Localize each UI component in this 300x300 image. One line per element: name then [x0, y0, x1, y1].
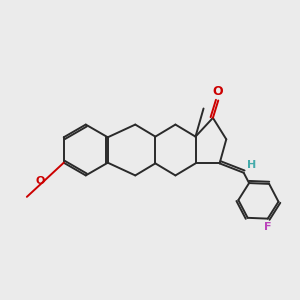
Text: H: H [247, 160, 256, 170]
Text: O: O [35, 176, 45, 186]
Text: O: O [212, 85, 223, 98]
Text: F: F [264, 222, 272, 232]
